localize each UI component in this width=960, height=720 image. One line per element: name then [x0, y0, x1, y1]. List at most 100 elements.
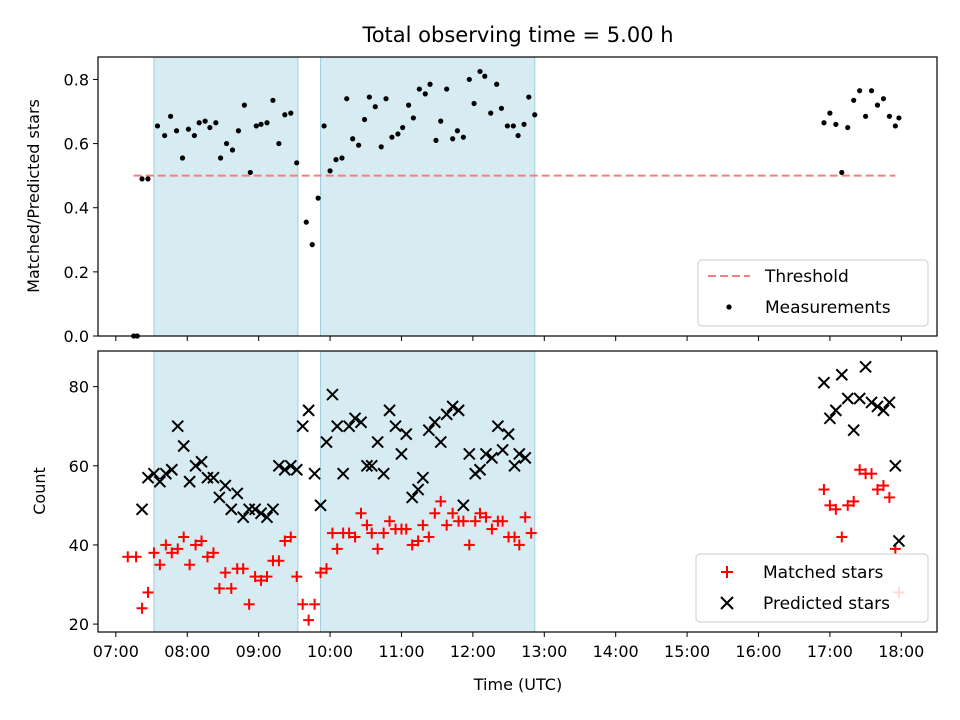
matched-star-point-30 [303, 614, 315, 626]
measurement-point-58 [466, 76, 472, 83]
matched-star-point-35 [331, 543, 343, 555]
predicted-star-point-7 [177, 439, 190, 453]
bottom-observing-window-0 [153, 350, 299, 633]
predicted-star-point-51 [434, 435, 447, 449]
matched-stars-points [122, 464, 905, 626]
measurement-point-68 [521, 121, 527, 127]
bottom-observing-window-1 [320, 350, 536, 633]
bottom-y-ticks: 20 40 60 80 [69, 378, 98, 634]
x-tick-label-1: 08:00 [164, 642, 210, 661]
predicted-star-point-70 [835, 368, 849, 381]
predicted-star-point-1 [141, 471, 155, 484]
bottom-observing-windows [153, 350, 536, 633]
matched-star-point-68 [519, 511, 531, 523]
predicted-star-point-21 [260, 511, 274, 524]
top-observing-windows [153, 56, 536, 337]
predicted-star-point-39 [365, 459, 378, 472]
measurement-point-13 [207, 124, 213, 131]
measurement-point-42 [378, 144, 384, 150]
predicted-star-point-47 [411, 483, 425, 496]
x-tick-label-7: 14:00 [593, 642, 639, 661]
matched-star-point-47 [400, 523, 412, 535]
matched-star-point-27 [285, 531, 297, 543]
matched-star-point-50 [417, 519, 429, 531]
top-observing-window-0 [153, 56, 299, 337]
matched-star-point-22 [255, 575, 267, 587]
predicted-star-point-10 [195, 455, 208, 469]
matched-star-point-34 [326, 527, 338, 539]
measurement-point-23 [264, 120, 270, 126]
x-tick-label-2: 09:00 [236, 642, 282, 661]
measurement-point-70 [532, 112, 538, 118]
matched-star-point-31 [309, 598, 321, 610]
matched-star-point-21 [249, 571, 261, 583]
bottom-y-tick-label-0: 20 [69, 615, 89, 634]
bottom-y-tick-label-1: 40 [69, 536, 89, 555]
matched-star-point-38 [349, 531, 361, 543]
matched-star-point-60 [474, 507, 486, 519]
top-y-tick-label-4: 0.8 [64, 70, 89, 89]
legend-matched-label: Matched stars [763, 563, 883, 583]
matched-star-point-57 [457, 515, 469, 527]
predicted-star-point-30 [314, 499, 327, 512]
bottom-panel: 20 40 60 80 07:00 08:00 09:00 10:00 11:00 12:00 1… [30, 350, 938, 694]
top-legend-box [697, 259, 929, 327]
predicted-star-point-45 [400, 427, 413, 441]
matched-star-point-10 [184, 559, 196, 571]
predicted-star-point-44 [395, 447, 408, 461]
predicted-star-point-52 [440, 408, 453, 421]
predicted-star-point-64 [508, 459, 521, 472]
matched-star-point-51 [423, 531, 435, 543]
matched-star-point-69 [525, 527, 537, 539]
predicted-star-point-62 [496, 443, 509, 457]
matched-star-point-23 [261, 571, 273, 583]
measurement-point-28 [294, 160, 300, 166]
predicted-star-point-5 [165, 463, 178, 476]
measurement-point-62 [488, 110, 494, 116]
measurement-point-24 [270, 97, 276, 103]
measurement-point-77 [857, 88, 863, 94]
matched-star-point-78 [866, 468, 878, 480]
matched-star-point-66 [509, 531, 521, 543]
measurement-point-30 [309, 242, 315, 248]
measurement-point-82 [886, 113, 892, 119]
x-axis-label: Time (UTC) [473, 675, 562, 694]
matched-star-point-37 [343, 527, 355, 539]
matched-star-point-5 [154, 559, 166, 571]
measurement-point-29 [303, 219, 309, 225]
matched-star-point-76 [854, 464, 866, 476]
measurement-point-34 [333, 157, 339, 163]
predicted-star-point-27 [296, 419, 309, 433]
matched-star-point-58 [463, 539, 475, 551]
predicted-star-point-80 [892, 534, 906, 548]
measurement-point-71 [821, 120, 827, 126]
predicted-star-point-14 [219, 479, 232, 492]
measurement-point-26 [282, 112, 288, 118]
matched-star-point-33 [320, 563, 332, 575]
chart-title: Total observing time = 5.00 h [361, 23, 673, 47]
matched-star-point-73 [836, 531, 848, 543]
matched-star-point-43 [378, 527, 390, 539]
measurement-point-19 [241, 102, 247, 108]
matched-star-point-59 [469, 515, 481, 527]
measurement-point-60 [477, 68, 483, 75]
measurement-point-48 [410, 115, 416, 121]
matched-star-point-72 [830, 503, 842, 515]
matched-star-point-53 [435, 495, 447, 507]
predicted-star-point-41 [377, 467, 390, 480]
measurement-point-31 [315, 195, 321, 201]
predicted-star-point-56 [463, 447, 476, 461]
matched-star-point-81 [883, 491, 895, 503]
measurement-point-6 [167, 113, 174, 119]
measurement-point-12 [202, 118, 208, 124]
predicted-star-point-20 [254, 507, 268, 520]
matched-star-point-79 [871, 484, 883, 496]
x-tick-label-5: 12:00 [450, 642, 496, 661]
predicted-star-point-72 [847, 423, 860, 437]
measurement-point-84 [896, 115, 902, 121]
predicted-star-point-73 [853, 392, 866, 405]
top-panel: 0.00.20.40.60.8 Matched/Predicted stars … [24, 56, 938, 346]
measurement-point-22 [258, 121, 264, 127]
predicted-star-point-37 [354, 416, 368, 429]
